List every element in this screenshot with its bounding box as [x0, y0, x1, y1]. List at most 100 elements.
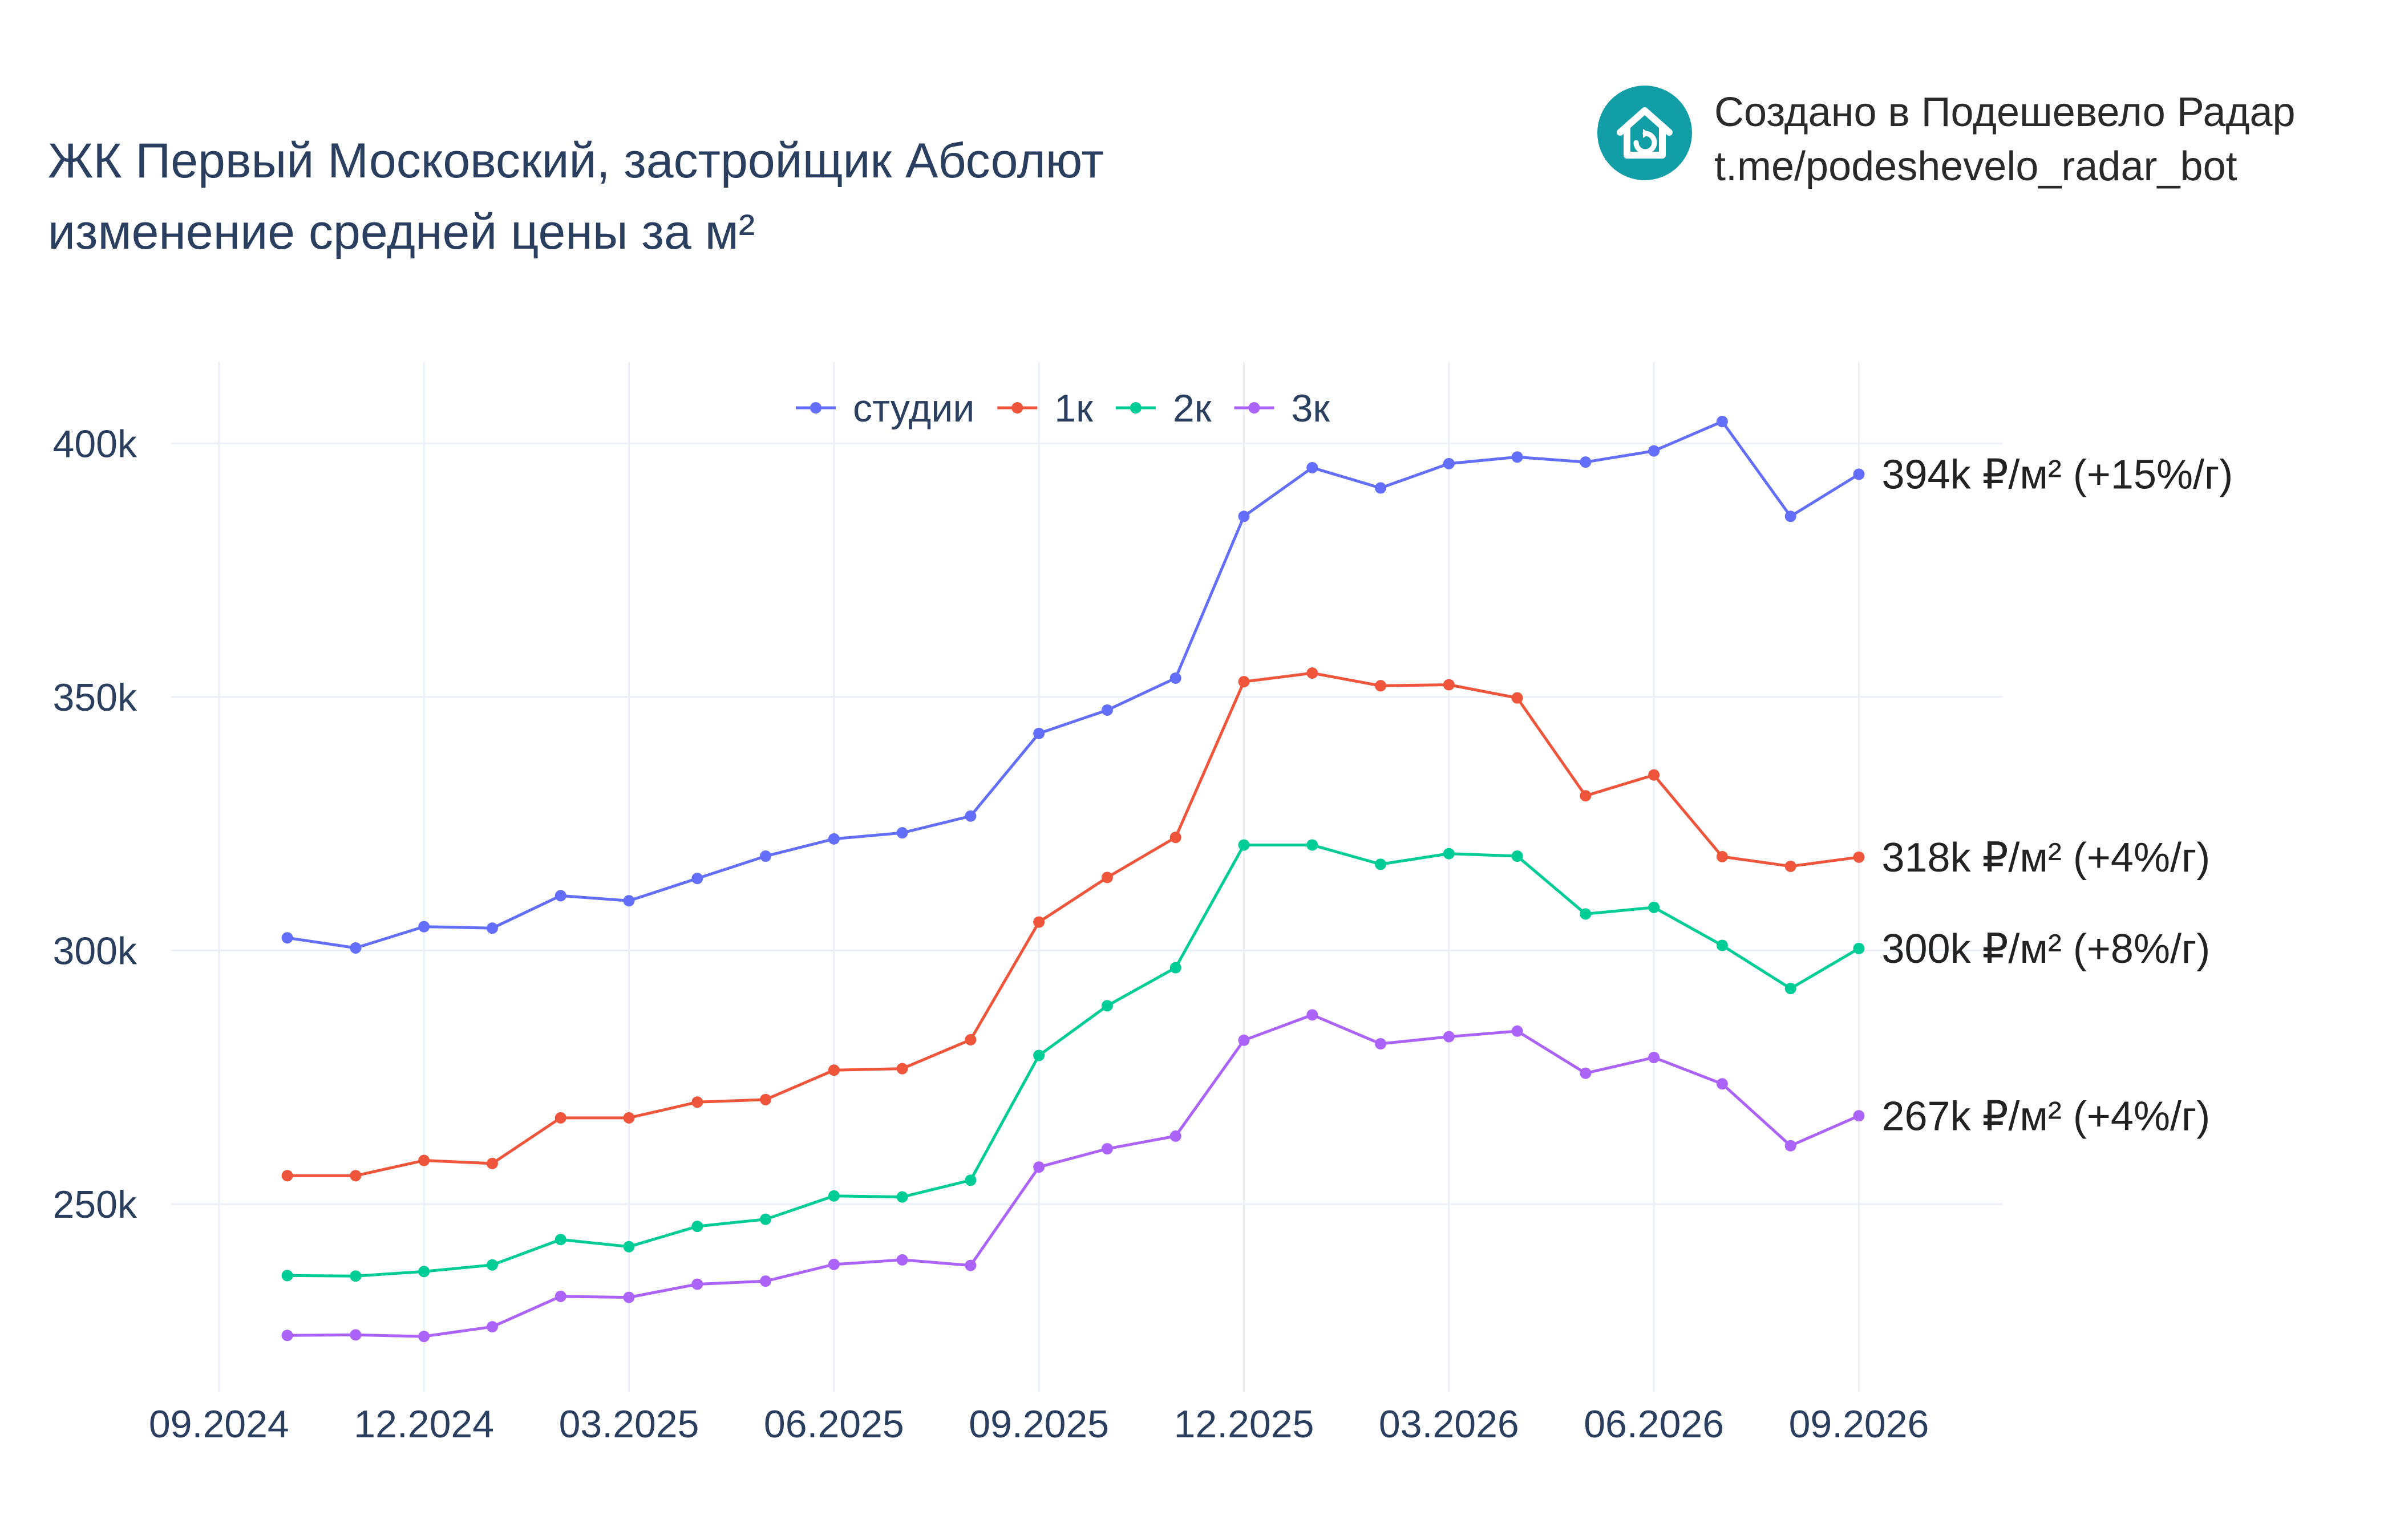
data-point — [1648, 769, 1660, 781]
end-labels: 394k ₽/м² (+15%/г) 318k ₽/м² (+4%/г) 300k … — [1881, 452, 2233, 1140]
data-point — [896, 827, 908, 839]
legend-item-4: 3к — [1234, 387, 1330, 430]
data-point — [1375, 1038, 1387, 1050]
data-point — [1101, 1143, 1113, 1155]
legend-label: 1к — [1054, 387, 1094, 430]
data-point — [1101, 1000, 1113, 1012]
data-point — [1580, 790, 1592, 802]
legend-label: студии — [853, 387, 974, 430]
data-point — [1648, 1052, 1660, 1064]
data-point — [760, 850, 772, 862]
data-point — [1511, 1025, 1523, 1037]
data-point — [623, 1291, 635, 1303]
x-tick-label: 12.2025 — [1174, 1403, 1314, 1446]
x-tick-label: 03.2026 — [1379, 1403, 1519, 1446]
x-tick-label: 12.2024 — [354, 1403, 494, 1446]
x-tick-label: 09.2025 — [969, 1403, 1109, 1446]
chart-title: ЖК Первый Московский, застройщик Абсолют… — [48, 125, 1104, 268]
data-point — [1306, 667, 1318, 679]
data-point — [555, 1290, 566, 1302]
data-point — [555, 1112, 566, 1124]
x-tick-label: 09.2026 — [1789, 1403, 1929, 1446]
data-point — [1648, 445, 1660, 457]
data-point — [1169, 1130, 1181, 1142]
end-label-2: 318k ₽/м² (+4%/г) — [1881, 835, 2210, 881]
data-point — [965, 1034, 977, 1045]
data-point — [1784, 1140, 1796, 1152]
data-point — [1511, 692, 1523, 704]
x-axis-ticks: 09.2024 12.2024 03.2025 06.2025 09.2025 12.20… — [149, 1403, 1929, 1446]
data-point — [1443, 679, 1455, 691]
data-point — [418, 921, 430, 933]
data-point — [1238, 676, 1250, 688]
data-point — [1033, 1161, 1045, 1173]
series-line-1 — [287, 420, 1860, 950]
data-point — [350, 1329, 362, 1341]
data-point — [350, 942, 362, 954]
y-tick-label: 300k — [53, 929, 137, 972]
data-point — [1580, 456, 1592, 468]
data-point — [965, 1174, 977, 1186]
data-point — [1033, 916, 1045, 928]
data-point — [1306, 461, 1318, 473]
data-point — [691, 1221, 703, 1233]
data-point — [1306, 839, 1318, 851]
data-point — [1580, 1067, 1592, 1079]
data-point — [1716, 939, 1728, 951]
brand-text: Создано в Подешевело Радар t.me/podeshev… — [1714, 86, 2296, 194]
data-point — [1784, 510, 1796, 522]
data-point — [896, 1063, 908, 1075]
data-point — [691, 873, 703, 885]
data-point — [896, 1254, 908, 1266]
x-tick-label: 06.2025 — [764, 1403, 904, 1446]
legend-label: 3к — [1291, 387, 1330, 430]
y-tick-label: 250k — [53, 1183, 137, 1226]
data-point — [760, 1275, 772, 1287]
data-point — [1443, 1031, 1455, 1043]
data-point — [1511, 850, 1523, 862]
data-point — [896, 1191, 908, 1203]
data-point — [1511, 451, 1523, 463]
data-point — [760, 1213, 772, 1225]
data-point — [1853, 468, 1865, 480]
data-point — [1716, 1078, 1728, 1090]
data-point — [1169, 832, 1181, 844]
data-point — [828, 1190, 840, 1202]
y-tick-label: 350k — [53, 676, 137, 719]
data-point — [1033, 727, 1045, 739]
data-point — [1443, 848, 1455, 860]
end-label-3: 300k ₽/м² (+8%/г) — [1881, 926, 2210, 972]
data-point — [350, 1270, 362, 1282]
brand-link[interactable]: t.me/podeshevelo_radar_bot — [1714, 144, 2237, 189]
legend-item-3: 2к — [1115, 387, 1212, 430]
data-point — [1784, 860, 1796, 872]
data-point — [1853, 942, 1865, 954]
data-point — [1169, 672, 1181, 684]
data-point — [486, 1157, 498, 1169]
data-point — [691, 1096, 703, 1108]
data-point — [1580, 908, 1592, 920]
x-tick-label: 09.2024 — [149, 1403, 289, 1446]
data-point — [1443, 457, 1455, 469]
data-point — [1716, 850, 1728, 862]
data-point — [760, 1093, 772, 1105]
data-point — [486, 1321, 498, 1333]
x-tick-label: 06.2026 — [1584, 1403, 1724, 1446]
end-label-1: 394k ₽/м² (+15%/г) — [1881, 452, 2233, 498]
chart-title-line-1: ЖК Первый Московский, застройщик Абсолют — [48, 133, 1104, 188]
data-point — [1648, 901, 1660, 913]
data-point — [623, 895, 635, 907]
data-point — [1033, 1049, 1045, 1061]
data-point — [1853, 851, 1865, 863]
data-point — [1306, 1009, 1318, 1021]
chart-title-line-2: изменение средней цены за м² — [48, 205, 755, 260]
legend-item-2: 1к — [997, 387, 1094, 430]
data-point — [965, 810, 977, 822]
data-point — [281, 1270, 293, 1282]
data-point — [555, 890, 566, 902]
data-point — [418, 1266, 430, 1278]
legend-marker — [810, 402, 821, 414]
series-line-2 — [287, 671, 1859, 1177]
y-tick-label: 400k — [53, 422, 137, 465]
